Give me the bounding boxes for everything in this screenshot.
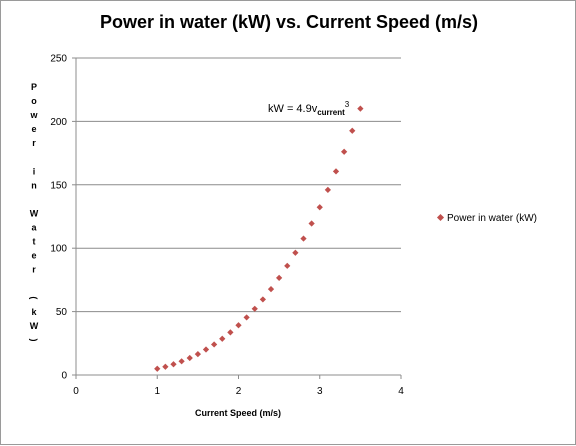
data-point bbox=[284, 262, 291, 269]
y-axis-label-char: k bbox=[31, 307, 37, 317]
y-axis-label-char: r bbox=[32, 265, 36, 275]
y-axis-label-char: e bbox=[31, 124, 36, 134]
y-tick-label: 0 bbox=[61, 371, 67, 382]
data-point bbox=[332, 168, 340, 175]
y-axis-label-char: r bbox=[32, 138, 36, 148]
y-axis-label-char: ) bbox=[29, 339, 39, 342]
data-point bbox=[202, 346, 210, 353]
tick-labels: 0 50 100 150 200 250 0 1 2 3 4 bbox=[50, 54, 404, 398]
data-point bbox=[178, 358, 185, 365]
gridlines bbox=[76, 57, 401, 313]
y-axis-label-char: i bbox=[33, 166, 36, 176]
y-axis-label-char: n bbox=[31, 180, 37, 190]
data-point bbox=[341, 148, 348, 155]
data-point bbox=[267, 286, 275, 293]
legend-label: Power in water (kW) bbox=[447, 213, 537, 224]
x-tick-label: 3 bbox=[317, 386, 323, 397]
y-axis-label-char: t bbox=[33, 237, 36, 247]
data-point bbox=[259, 296, 266, 303]
equation-annotation: kW = 4.9vcurrent3 bbox=[268, 100, 350, 117]
data-point bbox=[235, 322, 242, 329]
axes bbox=[72, 57, 402, 379]
y-axis-label-char: W bbox=[30, 209, 39, 219]
data-point bbox=[308, 220, 315, 227]
equation-superscript: 3 bbox=[345, 100, 350, 109]
equation-prefix: kW = 4.9v bbox=[268, 103, 318, 115]
y-axis-label-char: w bbox=[29, 110, 38, 120]
y-axis-label-char: ( bbox=[29, 296, 39, 299]
data-points bbox=[154, 105, 364, 372]
data-point bbox=[300, 235, 307, 242]
chart-title: Power in water (kW) vs. Current Speed (m… bbox=[100, 12, 478, 32]
y-axis-label-char: W bbox=[30, 321, 39, 331]
data-point bbox=[292, 249, 299, 256]
y-tick-label: 200 bbox=[50, 117, 67, 128]
data-point bbox=[243, 314, 250, 321]
x-tick-label: 4 bbox=[398, 386, 404, 397]
y-axis-label-char: P bbox=[31, 82, 37, 92]
x-tick-label: 0 bbox=[73, 386, 79, 397]
data-point bbox=[170, 361, 177, 368]
data-point bbox=[194, 350, 201, 358]
data-point bbox=[227, 329, 234, 336]
x-axis-label: Current Speed (m/s) bbox=[195, 408, 281, 418]
equation-subscript: current bbox=[317, 108, 345, 117]
data-point bbox=[357, 105, 364, 112]
data-point bbox=[219, 335, 226, 342]
data-point bbox=[324, 186, 331, 193]
y-tick-label: 150 bbox=[50, 180, 67, 191]
x-tick-label: 1 bbox=[154, 386, 160, 397]
y-tick-label: 100 bbox=[50, 244, 67, 255]
y-tick-label: 250 bbox=[50, 54, 67, 65]
data-point bbox=[349, 127, 356, 134]
legend-marker bbox=[436, 213, 445, 222]
x-tick-label: 2 bbox=[236, 386, 242, 397]
data-point bbox=[154, 365, 161, 372]
data-point bbox=[162, 363, 169, 370]
y-axis-label-char: o bbox=[31, 96, 37, 106]
legend: Power in water (kW) bbox=[436, 213, 537, 224]
data-point bbox=[276, 274, 283, 281]
data-point bbox=[211, 341, 218, 348]
data-point bbox=[186, 354, 193, 362]
data-point bbox=[251, 305, 258, 312]
y-tick-label: 50 bbox=[56, 307, 68, 318]
y-axis-label-char: e bbox=[31, 251, 36, 261]
data-point bbox=[316, 204, 323, 211]
y-axis-label-char: a bbox=[31, 223, 37, 233]
